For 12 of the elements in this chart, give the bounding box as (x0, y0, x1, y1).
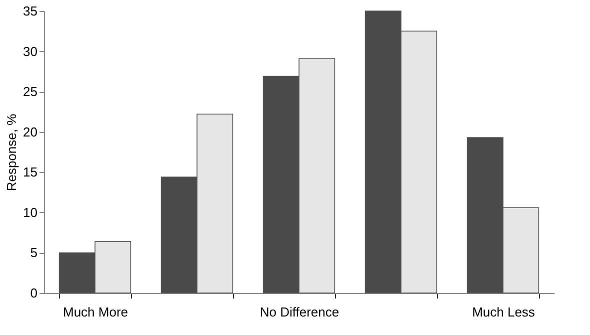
y-axis-title: Response, % (4, 113, 20, 192)
y-tick-label: 20 (23, 124, 38, 140)
y-tick-label: 10 (23, 204, 38, 220)
x-tick-label: Much More (62, 304, 128, 320)
x-tick-label: No Difference (260, 304, 340, 320)
x-tick-label: Much Less (472, 304, 536, 320)
y-tick-label: 0 (30, 286, 38, 300)
y-tick-label: 30 (23, 44, 38, 59)
y-tick-label: 25 (23, 84, 38, 100)
y-tick-label: 5 (30, 245, 38, 260)
y-tick-label: 35 (23, 4, 38, 18)
y-tick-label: 15 (23, 164, 38, 180)
